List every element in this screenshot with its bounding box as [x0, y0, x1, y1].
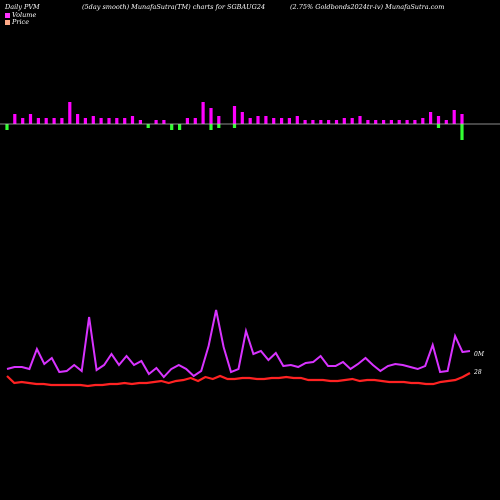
- volume-bar-up: [272, 118, 276, 124]
- volume-bar-up: [334, 120, 339, 124]
- volume-bar-down: [5, 124, 9, 130]
- volume-bar-up: [99, 118, 103, 124]
- volume-bar-up: [256, 116, 260, 124]
- volume-bar-up: [358, 116, 362, 124]
- volume-bars: [5, 102, 464, 140]
- volume-bar-up: [138, 120, 142, 124]
- volume-bar-up: [342, 118, 346, 124]
- volume-end-label: 0M: [474, 351, 485, 358]
- volume-bar-up: [13, 114, 17, 124]
- volume-bar-up: [107, 118, 111, 124]
- legend-price-swatch: [5, 19, 10, 25]
- volume-bar-up: [52, 118, 56, 124]
- chart-header-left: Daily PVM: [5, 3, 40, 11]
- volume-bar-up: [154, 120, 158, 124]
- volume-bar-up: [327, 120, 331, 124]
- volume-bar-up: [162, 120, 166, 124]
- volume-bar-down: [146, 124, 150, 128]
- legend-volume: Volume: [5, 11, 36, 19]
- volume-bar-up: [91, 116, 95, 124]
- volume-bar-up: [240, 112, 244, 124]
- volume-bar-up: [123, 118, 127, 124]
- chart-header-title: (5day smooth) MunafaSutra(TM) charts for…: [82, 3, 266, 11]
- volume-bar-up: [83, 118, 87, 124]
- volume-bar-up: [436, 116, 441, 124]
- volume-bar-up: [397, 120, 401, 124]
- price-line: [6, 372, 471, 388]
- volume-bar-up: [68, 102, 72, 124]
- volume-bar-down: [178, 124, 182, 130]
- volume-bar-down: [460, 124, 464, 140]
- price-end-label: 28: [473, 369, 482, 376]
- volume-bar-up: [350, 118, 354, 124]
- volume-bar-up: [444, 120, 448, 124]
- volume-bar-up: [217, 116, 221, 124]
- volume-bar-up: [28, 114, 33, 124]
- volume-bar-up: [76, 114, 80, 124]
- volume-bar-up: [405, 120, 409, 124]
- volume-bar-up: [413, 120, 417, 124]
- legend-price: Price: [5, 18, 29, 26]
- volume-bar-up: [295, 116, 299, 124]
- volume-bar-up: [193, 118, 197, 124]
- volume-bar-up: [201, 102, 205, 124]
- volume-bar-up: [232, 106, 237, 124]
- volume-bar-up: [460, 114, 464, 124]
- volume-bar-up: [303, 120, 307, 124]
- volume-bar-up: [382, 120, 386, 124]
- volume-line: [6, 309, 471, 379]
- volume-bar-down: [232, 124, 237, 128]
- legend-price-label: Price: [12, 18, 30, 26]
- legend-volume-label: Volume: [12, 11, 37, 19]
- volume-bar-up: [115, 118, 119, 124]
- volume-bar-down: [170, 124, 174, 130]
- volume-bar-up: [264, 116, 268, 124]
- volume-bar-up: [280, 118, 284, 124]
- volume-bar-up: [130, 116, 135, 124]
- chart-header-right: (2.75% Goldbonds2024tr-iv) MunafaSutra.c…: [290, 3, 445, 11]
- volume-bar-up: [389, 120, 393, 124]
- volume-bar-up: [366, 120, 370, 124]
- legend-volume-swatch: [5, 12, 10, 18]
- volume-bar-down: [217, 124, 221, 128]
- volume-bar-up: [374, 120, 378, 124]
- volume-bar-up: [319, 120, 323, 124]
- volume-bar-up: [185, 118, 189, 124]
- volume-bar-up: [311, 120, 315, 124]
- volume-bar-up: [36, 118, 40, 124]
- volume-bar-up: [21, 118, 25, 124]
- volume-bar-up: [209, 108, 213, 124]
- volume-bar-up: [44, 118, 48, 124]
- volume-bar-up: [421, 118, 425, 124]
- volume-bar-up: [248, 118, 252, 124]
- volume-bar-down: [209, 124, 213, 130]
- volume-bar-up: [452, 110, 456, 124]
- volume-bar-up: [60, 118, 64, 124]
- volume-bar-up: [287, 118, 291, 124]
- volume-bar-down: [436, 124, 441, 128]
- volume-bar-up: [429, 112, 433, 124]
